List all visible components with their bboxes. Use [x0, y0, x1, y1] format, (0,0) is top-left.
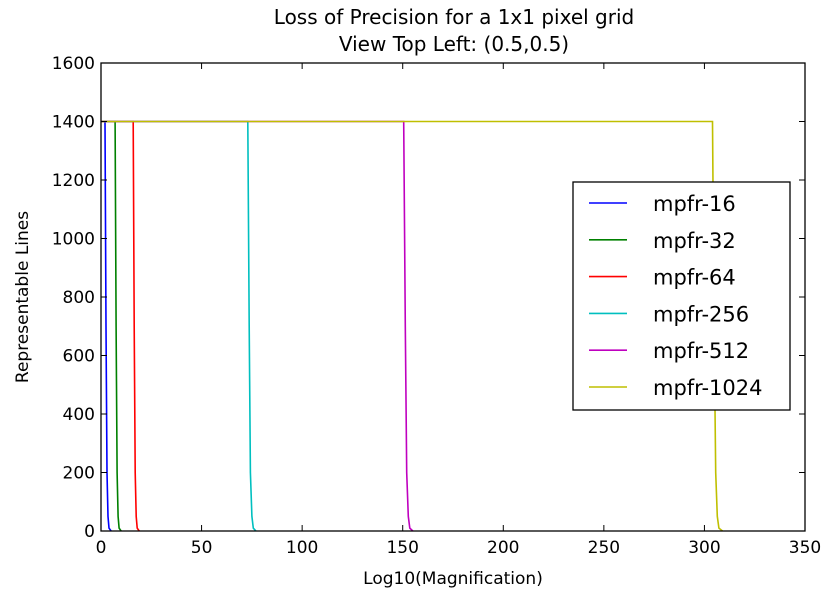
y-tick-label: 1000 — [52, 230, 95, 250]
legend-label: mpfr-16 — [653, 192, 736, 216]
legend-label: mpfr-32 — [653, 229, 736, 253]
x-tick-label: 100 — [286, 538, 318, 558]
x-tick-label: 250 — [588, 538, 620, 558]
y-tick-label: 600 — [63, 347, 95, 367]
legend-label: mpfr-64 — [653, 266, 736, 290]
legend-label: mpfr-1024 — [653, 376, 763, 400]
series-line-mpfr-256 — [101, 120, 257, 532]
y-tick-label: 200 — [63, 464, 95, 484]
y-tick-label: 1200 — [52, 171, 95, 191]
tick-layer: 0 50 100 150 200 250 300 350 0 200 400 600 800 1000 12… — [52, 54, 821, 558]
y-axis-label: Representable Lines — [13, 211, 33, 383]
x-tick-label: 200 — [487, 538, 519, 558]
y-tick-label: 1600 — [52, 54, 95, 74]
x-axis-label: Log10(Magnification) — [363, 569, 543, 589]
legend-box — [572, 181, 791, 411]
series-line-mpfr-16 — [101, 120, 112, 532]
x-tick-label: 300 — [688, 538, 720, 558]
y-tick-label: 1400 — [52, 113, 95, 133]
x-tick-label: 150 — [386, 538, 418, 558]
x-tick-label: 350 — [789, 538, 821, 558]
series-line-mpfr-32 — [101, 120, 122, 532]
legend-label: mpfr-256 — [653, 302, 749, 326]
chart-subtitle: View Top Left: (0.5,0.5) — [339, 32, 569, 56]
y-tick-label: 400 — [63, 405, 95, 425]
series-line-mpfr-512 — [101, 120, 414, 532]
chart-title: Loss of Precision for a 1x1 pixel grid — [274, 5, 634, 29]
y-tick-label: 0 — [84, 522, 95, 542]
y-tick-label: 800 — [63, 288, 95, 308]
x-tick-label: 50 — [191, 538, 213, 558]
legend-label: mpfr-512 — [653, 339, 749, 363]
legend: mpfr-16 mpfr-32 mpfr-64 mpfr-256 mpfr-512 mpf… — [572, 181, 791, 411]
x-tick-label: 0 — [96, 538, 107, 558]
